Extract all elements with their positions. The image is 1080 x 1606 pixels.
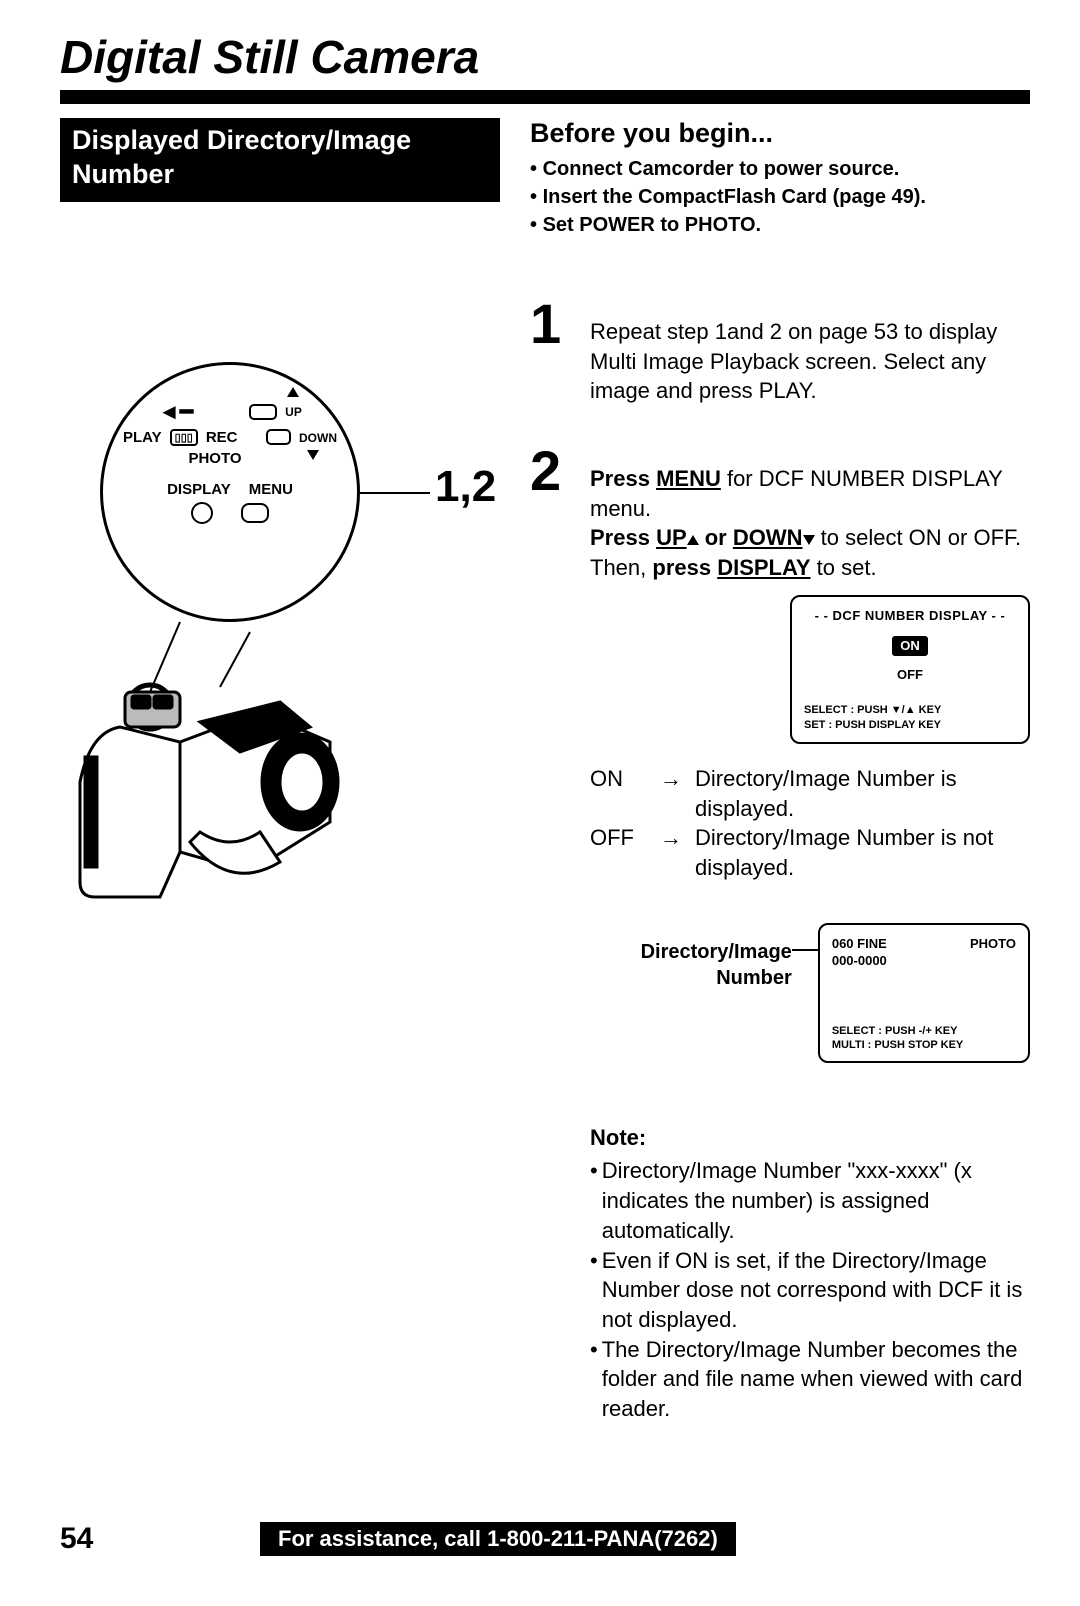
off-tag: OFF: [590, 823, 660, 882]
playback-screen: 060 FINE 000-0000 PHOTO SELECT : PUSH -/…: [818, 923, 1030, 1063]
up-button-icon: [249, 404, 277, 420]
step-text: Press MENU for DCF NUMBER DISPLAY menu. …: [590, 446, 1030, 1424]
quality-text: 060 FINE: [832, 935, 887, 953]
page-number: 54: [60, 1522, 260, 1556]
step-number: 2: [530, 446, 590, 1424]
dir-number-text: 000-0000: [832, 952, 887, 970]
dcf-set-hint: SET : PUSH DISPLAY KEY: [804, 718, 1016, 732]
tape-icon: ▯▯▯: [170, 429, 198, 446]
before-item: Connect Camcorder to power source.: [530, 155, 1030, 183]
mode-text: PHOTO: [970, 935, 1016, 970]
dcf-select-hint: SELECT : PUSH ▼/▲ KEY: [804, 703, 1016, 717]
step-1: 1 Repeat step 1and 2 on page 53 to displ…: [530, 299, 1030, 406]
note-list: Directory/Image Number "xxx-xxxx" (x ind…: [590, 1156, 1030, 1423]
display-label: DISPLAY: [167, 481, 231, 498]
arrow-icon: →: [660, 764, 695, 823]
down-button-icon: [266, 429, 291, 445]
step-number: 1: [530, 299, 590, 406]
play-label: PLAY: [123, 429, 162, 446]
dcf-off-option: OFF: [804, 666, 1016, 684]
up-label: UP: [285, 405, 302, 419]
display-button-icon: [191, 502, 213, 524]
rec-label: REC: [206, 429, 238, 446]
photo-label: PHOTO: [188, 450, 241, 467]
dcf-display-screen: - - DCF NUMBER DISPLAY - - ON OFF SELECT…: [790, 595, 1030, 744]
left-arrow-icon: ◄━: [158, 399, 193, 425]
step-2: 2 Press MENU for DCF NUMBER DISPLAY menu…: [530, 446, 1030, 1424]
callout-line: [360, 492, 430, 494]
callout-label: 1,2: [435, 462, 496, 512]
on-description: Directory/Image Number is displayed.: [695, 764, 1030, 823]
page-title: Digital Still Camera: [60, 30, 1030, 84]
menu-button-icon: [241, 503, 269, 523]
dcf-header: - - DCF NUMBER DISPLAY - -: [804, 607, 1016, 625]
note-item: Directory/Image Number "xxx-xxxx" (x ind…: [590, 1156, 1030, 1245]
directory-label: Directory/Image Number: [590, 923, 792, 991]
title-divider: [60, 90, 1030, 104]
note-item: The Directory/Image Number becomes the f…: [590, 1335, 1030, 1424]
directory-image-example: Directory/Image Number 060 FINE 000-0000…: [590, 923, 1030, 1063]
step-text: Repeat step 1and 2 on page 53 to display…: [590, 299, 1030, 406]
down-label: DOWN: [299, 431, 337, 445]
note-item: Even if ON is set, if the Directory/Imag…: [590, 1246, 1030, 1335]
before-item: Set POWER to PHOTO.: [530, 211, 1030, 239]
assistance-bar: For assistance, call 1-800-211-PANA(7262…: [260, 1522, 736, 1556]
on-off-explanation: ON → Directory/Image Number is displayed…: [590, 764, 1030, 883]
off-description: Directory/Image Number is not displayed.: [695, 823, 1030, 882]
before-heading: Before you begin...: [530, 118, 1030, 149]
section-header: Displayed Directory/Image Number: [60, 118, 500, 202]
before-item: Insert the CompactFlash Card (page 49).: [530, 183, 1030, 211]
select-hint: SELECT : PUSH -/+ KEY: [832, 1024, 1016, 1038]
arrow-icon: →: [660, 823, 695, 882]
note-heading: Note:: [590, 1123, 1030, 1153]
callout-line: [792, 949, 818, 951]
on-tag: ON: [590, 764, 660, 823]
multi-hint: MULTI : PUSH STOP KEY: [832, 1038, 1016, 1052]
before-list: Connect Camcorder to power source. Inser…: [530, 155, 1030, 239]
control-diagram: ◄━ UP PLAY ▯▯▯ REC DOWN: [60, 362, 500, 962]
dcf-on-option: ON: [892, 636, 928, 656]
camcorder-illustration: [50, 572, 410, 932]
menu-label: MENU: [249, 481, 293, 498]
